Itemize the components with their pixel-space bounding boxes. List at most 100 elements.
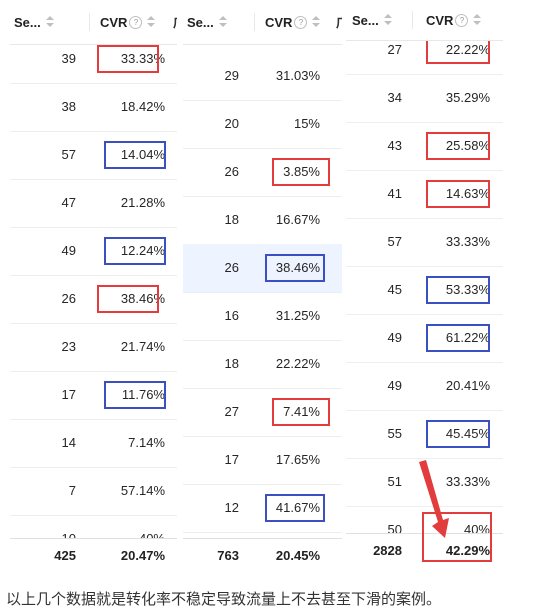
sessions-cell: 55 xyxy=(387,426,402,441)
sessions-cell: 27 xyxy=(387,42,402,57)
cvr-column-header[interactable]: CVR? xyxy=(265,0,321,44)
table-row[interactable]: 49 12.24% xyxy=(10,227,177,276)
cvr-cell: 3.85% xyxy=(283,164,320,179)
table-row[interactable]: 45 53.33% xyxy=(346,266,503,315)
cvr-cell: 21.28% xyxy=(120,195,165,210)
table-row[interactable]: 47 21.28% xyxy=(10,179,177,228)
red-highlight-box xyxy=(97,45,159,73)
table-row[interactable]: 20 15% xyxy=(183,100,342,149)
truncated-column-header: 广 xyxy=(336,0,342,46)
sessions-cell: 18 xyxy=(224,212,239,227)
cvr-cell: 14.63% xyxy=(445,186,490,201)
truncated-column-header: 广 xyxy=(173,0,177,46)
table-row[interactable]: 55 45.45% xyxy=(346,410,503,459)
arrow-down-right-icon xyxy=(419,460,449,538)
cvr-cell: 35.29% xyxy=(445,90,490,105)
sessions-column-header[interactable]: Se... xyxy=(14,0,54,44)
total-sessions: 425 xyxy=(54,548,76,563)
table-row[interactable]: 27 7.41% xyxy=(183,388,342,437)
cvr-cell: 38.46% xyxy=(275,260,320,275)
cvr-cell: 17.65% xyxy=(275,452,320,467)
sort-caret-icon[interactable] xyxy=(218,15,227,28)
cvr-cell: 14.04% xyxy=(120,147,165,162)
cvr-cell: 7.41% xyxy=(283,404,320,419)
table-header: Se... CVR? 广 xyxy=(183,0,342,45)
sessions-cell: 14 xyxy=(61,435,76,450)
total-sessions: 763 xyxy=(217,548,239,563)
table-panel-3: 27 22.22% 34 35.29% 43 25.58% 41 14.63% 57 33.33%… xyxy=(346,0,503,566)
blue-highlight-box xyxy=(265,494,325,522)
blue-highlight-box xyxy=(426,324,490,352)
help-circle-icon[interactable]: ? xyxy=(294,16,308,30)
sessions-cell: 49 xyxy=(61,243,76,258)
table-row[interactable]: 34 35.29% xyxy=(346,74,503,123)
cvr-cell: 25.58% xyxy=(445,138,490,153)
cvr-cell: 53.33% xyxy=(445,282,490,297)
sort-caret-icon[interactable] xyxy=(383,13,392,26)
sessions-column-header[interactable]: Se... xyxy=(352,0,392,44)
blue-highlight-box xyxy=(104,237,166,265)
sessions-cell: 49 xyxy=(387,378,402,393)
table-row[interactable]: 18 22.22% xyxy=(183,340,342,389)
sessions-cell: 26 xyxy=(224,260,239,275)
sessions-cell: 27 xyxy=(224,404,239,419)
cvr-cell: 33.33% xyxy=(120,51,165,66)
sessions-cell: 34 xyxy=(387,90,402,105)
table-row[interactable]: 26 38.46% xyxy=(10,275,177,324)
cvr-cell: 22.22% xyxy=(445,42,490,57)
caption-text: 以上几个数据就是转化率不稳定导致流量上不去甚至下滑的案例。 xyxy=(6,590,442,608)
cvr-column-header[interactable]: CVR? xyxy=(100,0,156,44)
sessions-cell: 26 xyxy=(61,291,76,306)
sort-caret-icon[interactable] xyxy=(45,15,54,28)
table-row[interactable]: 23 21.74% xyxy=(10,323,177,372)
sessions-cell: 20 xyxy=(224,116,239,131)
cvr-cell: 7.14% xyxy=(128,435,165,450)
table-row[interactable]: 17 17.65% xyxy=(183,436,342,485)
blue-highlight-box xyxy=(104,141,166,169)
sort-caret-icon[interactable] xyxy=(147,15,156,28)
cvr-cell: 15% xyxy=(293,116,320,131)
column-divider xyxy=(254,13,255,31)
total-cvr: 42.29% xyxy=(445,543,490,558)
help-circle-icon[interactable]: ? xyxy=(455,14,469,28)
table-row[interactable]: 49 20.41% xyxy=(346,362,503,411)
table-row[interactable]: 29 31.03% xyxy=(183,52,342,101)
red-highlight-box xyxy=(272,398,330,426)
red-highlight-box xyxy=(272,158,330,186)
sort-caret-icon[interactable] xyxy=(312,15,321,28)
sort-caret-icon[interactable] xyxy=(473,13,482,26)
sessions-cell: 39 xyxy=(61,51,76,66)
sessions-cell: 43 xyxy=(387,138,402,153)
table-row[interactable]: 38 18.42% xyxy=(10,83,177,132)
column-divider xyxy=(89,13,90,31)
table-row[interactable]: 26 38.46% xyxy=(183,244,342,293)
table-row[interactable]: 57 14.04% xyxy=(10,131,177,180)
table-row[interactable]: 7 57.14% xyxy=(10,467,177,516)
table-row[interactable]: 12 41.67% xyxy=(183,484,342,533)
table-row[interactable]: 49 61.22% xyxy=(346,314,503,363)
cvr-cell: 12.24% xyxy=(120,243,165,258)
table-panel-2: 29 31.03% 20 15% 26 3.85% 18 16.67% 26 38.46% 16 31… xyxy=(183,0,342,572)
sessions-cell: 57 xyxy=(387,234,402,249)
column-divider xyxy=(412,11,413,29)
help-circle-icon[interactable]: ? xyxy=(129,16,143,30)
cvr-cell: 31.25% xyxy=(275,308,320,323)
table-row[interactable]: 18 16.67% xyxy=(183,196,342,245)
total-sessions: 2828 xyxy=(373,543,402,558)
table-row[interactable]: 57 33.33% xyxy=(346,218,503,267)
total-cvr: 20.47% xyxy=(120,548,165,563)
sessions-cell: 12 xyxy=(224,500,239,515)
cvr-cell: 16.67% xyxy=(275,212,320,227)
cvr-cell: 20.41% xyxy=(445,378,490,393)
table-row[interactable]: 41 14.63% xyxy=(346,170,503,219)
cvr-column-header[interactable]: CVR? xyxy=(426,0,482,44)
table-row[interactable]: 43 25.58% xyxy=(346,122,503,171)
table-row[interactable]: 16 31.25% xyxy=(183,292,342,341)
sessions-cell: 49 xyxy=(387,330,402,345)
table-row[interactable]: 39 33.33% xyxy=(10,35,177,84)
sessions-column-header[interactable]: Se... xyxy=(187,0,227,44)
table-row[interactable]: 14 7.14% xyxy=(10,419,177,468)
table-row[interactable]: 17 11.76% xyxy=(10,371,177,420)
table-row[interactable]: 51 33.33% xyxy=(346,458,503,507)
table-row[interactable]: 26 3.85% xyxy=(183,148,342,197)
